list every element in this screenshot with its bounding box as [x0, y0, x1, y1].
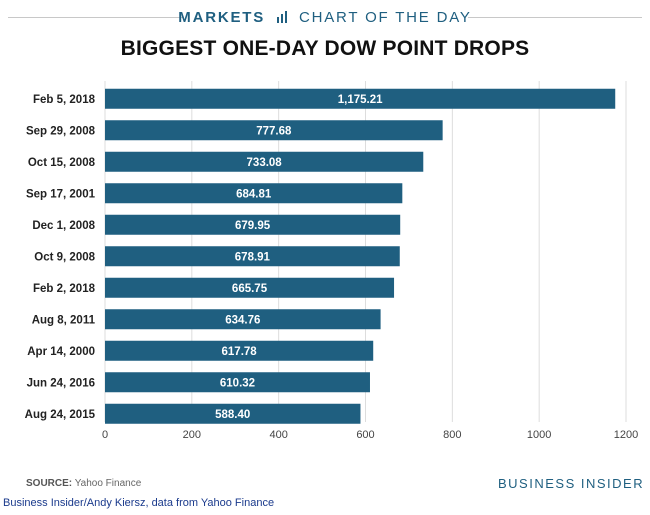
- bar-7: [105, 309, 381, 330]
- bar-9: [105, 372, 370, 393]
- bar-chart: Feb 5, 2018 1,175.21 Sep 29, 2008 777.68 Oct…: [25, 81, 638, 441]
- header-rule-left: [8, 17, 183, 18]
- bar-6: [105, 277, 395, 298]
- source-label: SOURCE:: [26, 478, 73, 489]
- category-label-9: Jun 24, 2016: [27, 377, 95, 389]
- value-label-0: 1,175.21: [338, 94, 383, 106]
- value-label-9: 610.32: [220, 377, 255, 389]
- x-tick-label-5: 1000: [527, 429, 551, 441]
- x-tick-label-6: 1200: [614, 429, 638, 441]
- footer-brand-logo: BUSINESS INSIDER: [498, 476, 645, 491]
- bar-3: [105, 183, 403, 204]
- x-tick-label-0: 0: [102, 429, 108, 441]
- image-credit: Business Insider/Andy Kiersz, data from …: [3, 497, 275, 509]
- bar-2: [105, 151, 424, 172]
- category-label-2: Oct 15, 2008: [28, 157, 96, 169]
- brand-markets: MARKETS: [178, 9, 266, 26]
- bar-10: [105, 403, 361, 424]
- x-tick-label-3: 600: [356, 429, 374, 441]
- bar-0: [105, 88, 616, 109]
- category-label-5: Oct 9, 2008: [34, 251, 95, 263]
- value-label-10: 588.40: [215, 409, 250, 421]
- chart-title: BIGGEST ONE-DAY DOW POINT DROPS: [120, 37, 530, 60]
- chart-header: MARKETS CHART OF THE DAY: [0, 0, 650, 30]
- category-label-1: Sep 29, 2008: [26, 125, 96, 137]
- x-tick-label-1: 200: [183, 429, 201, 441]
- value-label-2: 733.08: [247, 157, 283, 169]
- bar-8: [105, 340, 374, 361]
- bar-1: [105, 120, 443, 141]
- value-label-1: 777.68: [256, 125, 292, 137]
- header-rule-right: [468, 17, 642, 18]
- value-label-6: 665.75: [232, 283, 268, 295]
- source-text: Yahoo Finance: [74, 478, 142, 489]
- category-label-10: Aug 24, 2015: [25, 409, 96, 421]
- value-label-5: 678.91: [235, 251, 271, 263]
- brand-line: MARKETS CHART OF THE DAY: [0, 9, 650, 26]
- value-label-8: 617.78: [222, 346, 258, 358]
- category-label-8: Apr 14, 2000: [27, 346, 95, 358]
- category-label-0: Feb 5, 2018: [33, 94, 96, 106]
- value-label-3: 684.81: [236, 188, 272, 200]
- category-label-3: Sep 17, 2001: [26, 188, 96, 200]
- footer-source: SOURCE: Yahoo Finance: [26, 478, 141, 489]
- category-label-6: Feb 2, 2018: [33, 283, 96, 295]
- value-label-4: 679.95: [235, 220, 271, 232]
- x-tick-label-4: 800: [443, 429, 461, 441]
- bar-chart-icon: [277, 11, 288, 23]
- category-label-4: Dec 1, 2008: [32, 220, 95, 232]
- category-label-7: Aug 8, 2011: [32, 314, 96, 326]
- value-label-7: 634.76: [225, 314, 260, 326]
- bar-5: [105, 246, 400, 267]
- brand-chart-of-the-day: CHART OF THE DAY: [298, 9, 472, 26]
- x-tick-label-2: 400: [269, 429, 287, 441]
- bar-4: [105, 214, 401, 235]
